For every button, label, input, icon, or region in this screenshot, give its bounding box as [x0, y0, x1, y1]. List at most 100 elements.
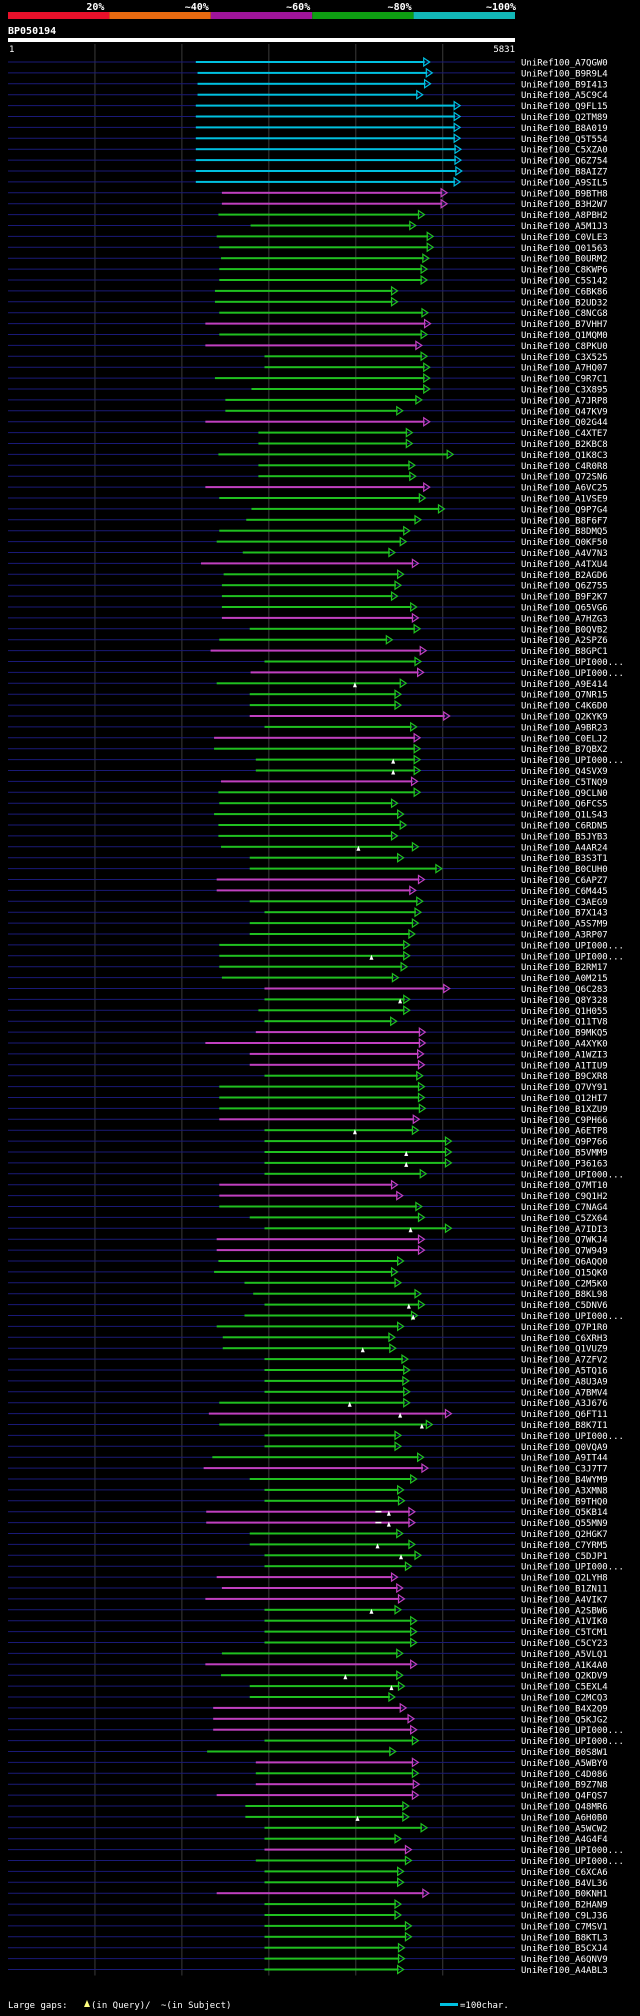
hit-row: UniRef100_UPI000...	[8, 1561, 624, 1573]
hit-arrowhead	[417, 1212, 426, 1223]
hit-arrowhead	[388, 1691, 397, 1703]
hit-row: UniRef100_C6XRH3	[8, 1332, 608, 1344]
hit-name: UniRef100_Q1VUZ9	[521, 1345, 608, 1355]
hit-bar	[214, 300, 393, 303]
hit-arrowhead	[411, 1768, 420, 1779]
hit-name: UniRef100_A7IDI3	[521, 1225, 608, 1235]
hit-row: UniRef100_A4AR24	[8, 841, 608, 853]
hit-row: UniRef100_C5TNQ9	[8, 776, 608, 788]
hit-name: UniRef100_C5CY23	[521, 1639, 608, 1649]
hit-name: UniRef100_A4TXU4	[521, 560, 608, 570]
hit-row: UniRef100_C6RDN5	[8, 819, 608, 832]
hit-bar	[195, 148, 457, 151]
hit-name: UniRef100_C0VLE3	[521, 233, 608, 243]
hit-name: UniRef100_A2SBW6	[521, 1606, 608, 1616]
hit-arrowhead	[437, 503, 446, 515]
hit-bar	[216, 1794, 414, 1797]
hit-bar	[264, 1369, 405, 1371]
hit-row: UniRef100_C4XTE7	[8, 427, 608, 439]
hit-name: UniRef100_B0S8W1	[521, 1748, 608, 1758]
hit-row: UniRef100_B9CXR8	[8, 1070, 608, 1082]
hit-name: UniRef100_B8AIZ7	[521, 168, 608, 178]
hit-name: UniRef100_A0M215	[521, 974, 608, 984]
hit-bar	[255, 1783, 415, 1786]
hit-row: UniRef100_Q1MQM0	[8, 329, 608, 341]
hit-arrowhead	[394, 1441, 403, 1452]
hit-bar	[255, 1761, 414, 1764]
hit-row: UniRef100_C2M5K0	[8, 1277, 608, 1289]
hit-name: UniRef100_Q02G44	[521, 418, 608, 428]
hit-bar	[221, 1674, 398, 1677]
hit-bar	[214, 1270, 393, 1273]
hit-arrowhead	[435, 863, 443, 874]
hit-row: UniRef100_C8NCG8	[8, 307, 608, 319]
scale-segment	[312, 12, 414, 19]
hit-bar	[201, 562, 414, 565]
hit-bar	[258, 442, 408, 445]
hit-arrowhead	[417, 1244, 426, 1256]
hit-name: UniRef100_Q6FT11	[521, 1410, 608, 1420]
hit-arrowhead	[396, 1190, 404, 1201]
hit-bar	[246, 518, 417, 521]
hit-row: UniRef100_C6APZ7	[8, 874, 608, 886]
hit-bar	[216, 540, 402, 543]
hit-arrowhead	[455, 165, 463, 177]
hit-row: UniRef100_Q2KYK9	[8, 710, 608, 723]
hit-bar	[258, 1009, 405, 1012]
hit-name: UniRef100_Q55MN9	[521, 1519, 608, 1529]
hit-bar	[221, 616, 414, 619]
hit-row: UniRef100_C6BK86	[8, 285, 608, 297]
hit-row: UniRef100_C5XZA0	[8, 144, 608, 156]
chart-title: BP050194	[8, 26, 56, 37]
hit-row: UniRef100_A5S7M9	[8, 917, 608, 930]
scale-segment	[413, 12, 515, 19]
hit-arrowhead	[444, 1408, 453, 1419]
hit-bar	[218, 824, 402, 826]
hit-name: UniRef100_Q7W949	[521, 1247, 608, 1257]
hit-row: UniRef100_A5C9C4	[8, 89, 608, 101]
hit-bar	[219, 1118, 415, 1121]
hit-arrowhead	[414, 1288, 423, 1299]
hit-name: UniRef100_A5S7M9	[521, 920, 608, 930]
query-gap-marker	[419, 1423, 424, 1429]
hit-row: UniRef100_B9I413	[8, 78, 608, 90]
hit-name: UniRef100_UPI000...	[521, 1312, 624, 1322]
hit-row: UniRef100_C3J7T7	[8, 1462, 608, 1475]
hit-row: UniRef100_Q8Y328	[8, 994, 608, 1006]
hit-bar	[264, 1151, 447, 1153]
hit-row: UniRef100_Q5KJG2	[8, 1713, 608, 1725]
query-gap-marker	[398, 1412, 403, 1418]
hit-bar	[195, 115, 456, 118]
hit-arrowhead	[405, 427, 414, 438]
hit-arrowhead	[417, 1059, 426, 1070]
hit-bar	[264, 1499, 400, 1502]
hit-arrowhead	[389, 1746, 397, 1757]
hit-bar	[205, 420, 425, 423]
query-gap-marker	[360, 1347, 365, 1353]
hit-bar	[258, 431, 408, 434]
hit-row: UniRef100_B1XZU9	[8, 1103, 608, 1115]
hit-bar	[206, 1521, 410, 1524]
hit-row: UniRef100_A6VC25	[8, 481, 608, 494]
hit-row: UniRef100_C9PH66	[8, 1114, 608, 1126]
hit-bar	[264, 1903, 397, 1906]
hit-name: UniRef100_B4VL36	[521, 1879, 608, 1889]
hit-arrowhead	[416, 89, 424, 100]
hit-arrowhead	[414, 1550, 423, 1561]
hit-name: UniRef100_B8KL98	[521, 1290, 608, 1300]
hit-row: UniRef100_A8PBH2	[8, 209, 608, 221]
hit-arrowhead	[413, 623, 422, 634]
hit-name: UniRef100_Q6Z755	[521, 582, 608, 592]
hit-bar	[210, 649, 422, 652]
hit-bar	[258, 464, 410, 467]
hit-row: UniRef100_C9R7C1	[8, 372, 608, 385]
hit-arrowhead	[444, 1135, 453, 1147]
hit-arrowhead	[389, 1343, 397, 1354]
hit-bar	[214, 736, 416, 739]
hit-name: UniRef100_A3J676	[521, 1399, 608, 1409]
hit-name: UniRef100_B8F6F7	[521, 516, 608, 526]
hit-bar	[264, 1172, 422, 1175]
hit-row: UniRef100_Q2KDV9	[8, 1670, 608, 1682]
hit-bar	[205, 486, 425, 489]
hit-name: UniRef100_Q4SVX9	[521, 767, 608, 777]
